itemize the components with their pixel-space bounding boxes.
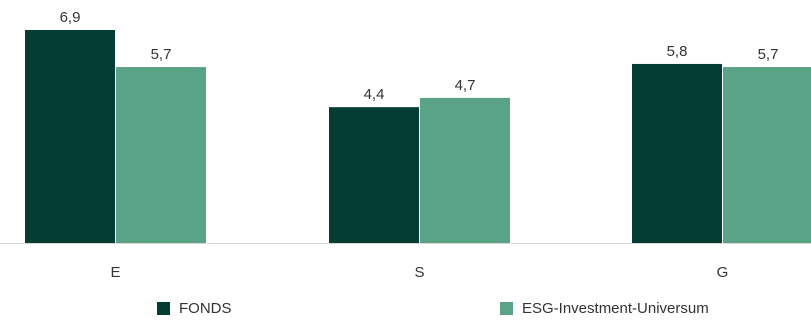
data-label-g-1: 5,7	[758, 46, 779, 63]
bar-e-0	[25, 30, 115, 243]
data-label-s-0: 4,4	[364, 86, 385, 103]
legend-label-esg-investment-universum: ESG-Investment-Universum	[522, 299, 709, 317]
bar-s-1	[420, 97, 510, 243]
bar-s-0	[329, 107, 419, 243]
category-label-s: S	[414, 264, 424, 281]
bar-e-1	[116, 67, 206, 243]
data-label-e-0: 6,9	[60, 9, 81, 26]
data-label-e-1: 5,7	[151, 46, 172, 63]
legend-label-fonds: FONDS	[179, 299, 232, 317]
bar-g-0	[632, 63, 722, 244]
legend-item-fonds: FONDS	[157, 297, 232, 319]
category-label-e: E	[110, 264, 120, 281]
bar-g-1	[723, 67, 811, 243]
legend-swatch-esg-investment-universum	[500, 301, 513, 315]
category-label-g: G	[717, 264, 729, 281]
data-label-g-0: 5,8	[667, 43, 688, 60]
legend-swatch-fonds	[157, 301, 170, 315]
legend-item-esg-investment-universum: ESG-Investment-Universum	[500, 297, 709, 319]
data-label-s-1: 4,7	[455, 77, 476, 94]
